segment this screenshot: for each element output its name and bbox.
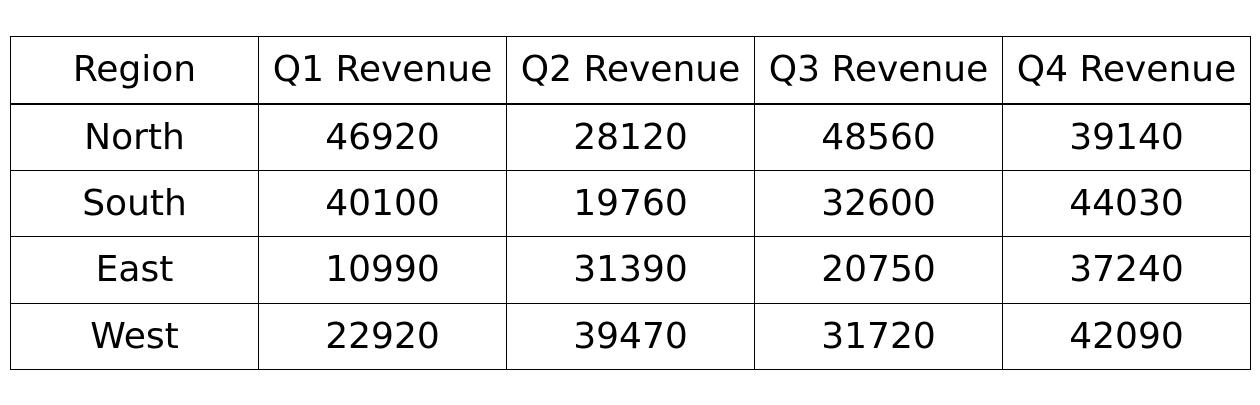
header-q1-revenue: Q1 Revenue	[258, 36, 507, 105]
table-cell-region: North	[10, 103, 259, 171]
header-q4-revenue: Q4 Revenue	[1002, 36, 1251, 105]
table-cell-q2: 19760	[506, 169, 755, 237]
header-region: Region	[10, 36, 259, 105]
table-cell-q2: 31390	[506, 236, 755, 304]
table-cell-q1: 46920	[258, 103, 507, 171]
table-cell-q4: 44030	[1002, 169, 1251, 237]
table-cell-q3: 31720	[754, 302, 1003, 370]
table-cell-region: East	[10, 236, 259, 304]
table-cell-q3: 32600	[754, 169, 1003, 237]
table-cell-q3: 48560	[754, 103, 1003, 171]
table-cell-q3: 20750	[754, 236, 1003, 304]
table-cell-q1: 22920	[258, 302, 507, 370]
table-cell-q4: 42090	[1002, 302, 1251, 370]
header-row: Region Q1 Revenue Q2 Revenue Q3 Revenue …	[10, 36, 1251, 105]
table-cell-q4: 39140	[1002, 103, 1251, 171]
table-cell-q4: 37240	[1002, 236, 1251, 304]
table-cell-q2: 39470	[506, 302, 755, 370]
table-row: East 10990 31390 20750 37240	[10, 236, 1251, 304]
header-q3-revenue: Q3 Revenue	[754, 36, 1003, 105]
table-row: South 40100 19760 32600 44030	[10, 169, 1251, 237]
table-cell-q2: 28120	[506, 103, 755, 171]
table-cell-region: West	[10, 302, 259, 370]
revenue-table: Region Q1 Revenue Q2 Revenue Q3 Revenue …	[10, 36, 1251, 370]
table-row: North 46920 28120 48560 39140	[10, 103, 1251, 171]
table-cell-q1: 10990	[258, 236, 507, 304]
table-body: North 46920 28120 48560 39140 South 4010…	[10, 103, 1251, 370]
header-q2-revenue: Q2 Revenue	[506, 36, 755, 105]
table-cell-region: South	[10, 169, 259, 237]
table-row: West 22920 39470 31720 42090	[10, 302, 1251, 370]
table-header: Region Q1 Revenue Q2 Revenue Q3 Revenue …	[10, 36, 1251, 105]
table-cell-q1: 40100	[258, 169, 507, 237]
